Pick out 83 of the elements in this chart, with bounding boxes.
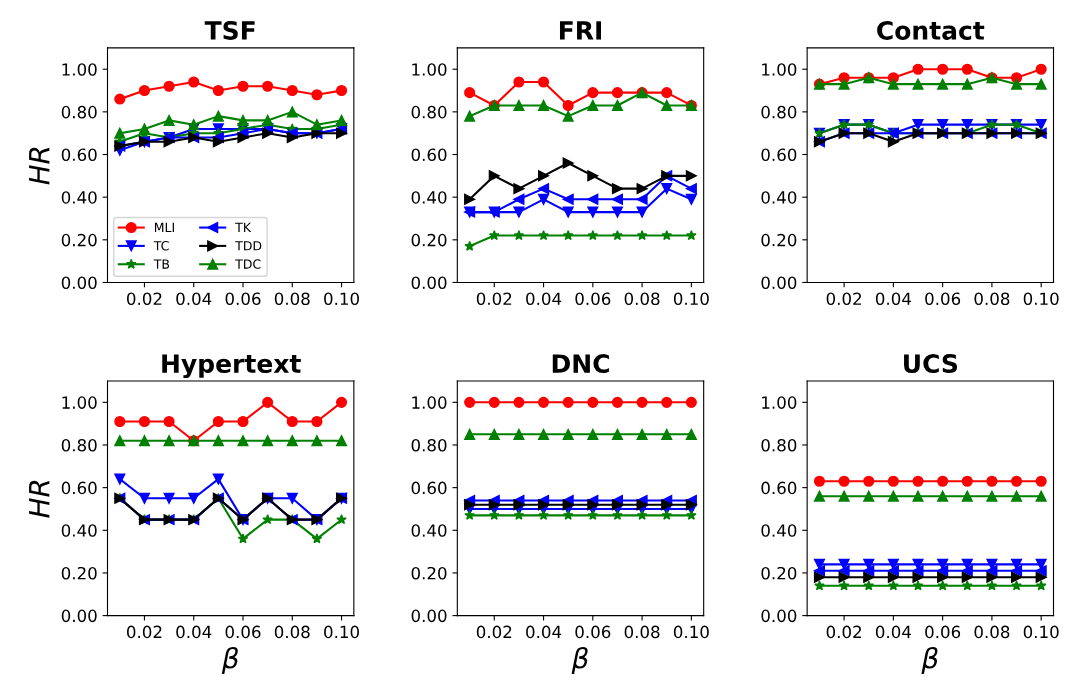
chart-title: DNC [552, 354, 609, 374]
y-tick-label: 0.80 [411, 105, 447, 119]
y-tick-label: 0.20 [61, 233, 97, 247]
x-tick-label: 0.04 [176, 625, 212, 639]
y-tick-label: 0.80 [411, 438, 447, 452]
y-tick-label: 1.00 [62, 396, 97, 409]
x-tick-label: 0.06 [575, 625, 611, 639]
x-tick-label: 0.04 [176, 292, 212, 306]
legend-label: TB [153, 259, 170, 269]
x-tick-label: 0.04 [875, 292, 911, 306]
y-tick-label: 0.40 [61, 191, 97, 204]
chart-title: Contact [877, 20, 985, 40]
x-tick-label: 0.04 [526, 292, 562, 306]
x-tick-label: 0.02 [476, 292, 512, 306]
y-axis-title: HR [29, 480, 50, 518]
x-tick-label: 0.08 [974, 625, 1010, 639]
y-tick-label: 0.20 [761, 233, 797, 247]
y-tick-label: 0.60 [761, 481, 797, 495]
y-tick-label: 0.00 [411, 609, 447, 623]
x-tick-label: 0.06 [225, 292, 261, 306]
x-tick-label: 0.08 [624, 625, 660, 639]
y-tick-label: 0.00 [61, 609, 97, 623]
y-tick-label: 0.20 [761, 566, 797, 580]
y-tick-label: 0.00 [411, 276, 447, 290]
x-tick-label: 0.04 [526, 625, 562, 639]
legend-label: MLI [154, 222, 174, 232]
y-tick-label: 0.60 [411, 148, 447, 162]
x-tick-label: 0.10 [324, 625, 359, 639]
x-axis-title: β [571, 647, 588, 675]
y-tick-label: 1.00 [762, 63, 797, 76]
y-tick-label: 0.00 [761, 609, 797, 623]
x-tick-label: 0.10 [1023, 625, 1059, 639]
y-tick-label: 0.00 [761, 276, 797, 290]
x-tick-label: 0.08 [624, 292, 660, 306]
y-tick-label: 0.40 [411, 191, 447, 204]
y-tick-label: 1.00 [412, 63, 447, 76]
y-tick-label: 0.40 [61, 524, 97, 537]
y-tick-label: 1.00 [412, 396, 447, 409]
x-tick-label: 0.06 [225, 625, 261, 639]
x-tick-label: 0.08 [274, 292, 310, 306]
legend-label: TC [153, 241, 169, 251]
y-tick-label: 0.80 [61, 438, 97, 452]
y-tick-label: 0.60 [411, 481, 447, 495]
x-tick-label: 0.10 [324, 292, 359, 306]
y-tick-label: 1.00 [62, 63, 97, 76]
y-tick-label: 0.40 [411, 524, 447, 537]
x-tick-label: 0.04 [875, 625, 911, 639]
x-tick-label: 0.08 [274, 625, 310, 639]
y-tick-label: 0.00 [61, 276, 97, 290]
x-tick-label: 0.02 [127, 625, 162, 639]
y-tick-label: 0.40 [761, 191, 797, 204]
y-tick-label: 0.60 [761, 148, 797, 162]
y-tick-label: 0.80 [761, 438, 797, 452]
chart-title: FRI [559, 21, 602, 40]
x-tick-label: 0.10 [1023, 292, 1059, 306]
y-tick-label: 0.80 [61, 105, 97, 119]
chart-title: UCS [904, 354, 958, 374]
y-tick-label: 0.40 [761, 524, 797, 537]
x-axis-title: β [221, 647, 238, 675]
y-tick-label: 0.20 [411, 566, 447, 580]
x-axis-title: β [921, 647, 938, 675]
y-tick-label: 0.20 [411, 233, 447, 247]
x-tick-label: 0.06 [925, 625, 961, 639]
x-tick-label: 0.08 [974, 292, 1010, 306]
x-tick-label: 0.02 [826, 292, 861, 306]
chart-title: Hypertext [162, 354, 301, 379]
legend-label: TDC [235, 259, 261, 269]
x-tick-label: 0.06 [575, 292, 611, 306]
y-tick-label: 0.60 [61, 481, 97, 495]
y-tick-label: 0.80 [761, 105, 797, 119]
y-tick-label: 0.20 [61, 566, 97, 580]
x-tick-label: 0.02 [127, 292, 162, 306]
y-tick-label: 0.60 [61, 148, 97, 162]
chart-title: TSF [204, 20, 255, 40]
x-tick-label: 0.02 [476, 625, 512, 639]
legend-label: TDD [235, 241, 262, 251]
x-tick-label: 0.06 [925, 292, 961, 306]
x-tick-label: 0.10 [673, 292, 709, 306]
y-axis-title: HR [29, 147, 50, 185]
x-tick-label: 0.10 [673, 625, 709, 639]
y-tick-label: 1.00 [762, 396, 797, 409]
x-tick-label: 0.02 [826, 625, 861, 639]
legend-label: TK [235, 222, 252, 232]
